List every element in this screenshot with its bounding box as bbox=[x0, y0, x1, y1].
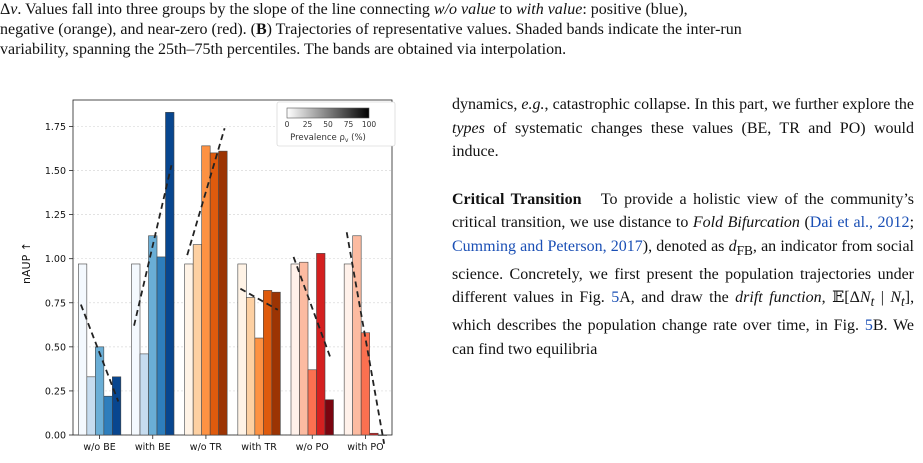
colorbar-legend: 0 25 50 75 100 Prevalence ρv (%) bbox=[276, 101, 396, 147]
paragraph-2: Critical Transition To provide a holisti… bbox=[452, 190, 918, 358]
bar bbox=[131, 263, 141, 436]
paragraph-1: dynamics, e.g., catastrophic collapse. I… bbox=[452, 96, 914, 161]
colorbar-label-sub: v bbox=[345, 137, 349, 144]
bar bbox=[184, 263, 194, 436]
bar bbox=[209, 152, 219, 436]
citation-dai-2012[interactable]: Dai et al., 2012 bbox=[809, 214, 910, 232]
paragraph-gap bbox=[452, 164, 914, 188]
colorbar-tick-label: 50 bbox=[323, 120, 333, 129]
bar bbox=[139, 353, 149, 436]
bar bbox=[95, 346, 105, 436]
caption-line-2: negative (orange), and near-zero (red). … bbox=[0, 21, 742, 38]
x-tick-label: w/o PO bbox=[296, 442, 329, 453]
y-tick-label: 1.25 bbox=[45, 210, 66, 221]
x-tick-label: with BE bbox=[135, 442, 171, 453]
bar bbox=[78, 263, 88, 436]
y-tick-label: 1.50 bbox=[45, 166, 66, 177]
y-axis-label-group: nAUP ↑ bbox=[20, 242, 33, 284]
bar bbox=[254, 337, 264, 436]
bar bbox=[316, 253, 326, 436]
y-tick-label: 0.00 bbox=[45, 431, 66, 442]
bar bbox=[360, 332, 370, 436]
y-axis-label: nAUP ↑ bbox=[20, 242, 33, 284]
caption-line-3: variability, spanning the 25th–75th perc… bbox=[0, 41, 567, 58]
bar bbox=[218, 150, 228, 436]
citation-cumming-2017[interactable]: Cumming and Peterson, 2017 bbox=[452, 237, 643, 255]
bar bbox=[86, 376, 96, 436]
trend-line bbox=[292, 256, 332, 360]
bar bbox=[148, 235, 158, 436]
trend-line bbox=[239, 287, 279, 311]
figure-ref-5b[interactable]: 5 bbox=[864, 317, 873, 335]
trend-line bbox=[80, 304, 120, 402]
bar bbox=[299, 261, 309, 436]
chart-axes: 0.00 0.25 0.50 0.75 1.00 1.25 1.50 1.75 w/o BE wi… bbox=[45, 99, 393, 453]
figure-ref-5a[interactable]: 5 bbox=[611, 289, 620, 307]
plot-frame bbox=[72, 99, 393, 436]
bar bbox=[324, 399, 334, 436]
body-text: dynamics, e.g., catastrophic collapse. I… bbox=[452, 93, 914, 361]
colorbar-tick-label: 100 bbox=[362, 120, 377, 129]
bar bbox=[263, 290, 273, 436]
colorbar-tick-label: 25 bbox=[303, 120, 313, 129]
x-tick-label: w/o BE bbox=[83, 442, 115, 453]
y-tick-label: 1.75 bbox=[45, 122, 66, 133]
caption-line-1: Δv. Values fall into three groups by the… bbox=[0, 1, 688, 18]
bar bbox=[112, 376, 122, 436]
colorbar-label: Prevalence ρv (%) bbox=[290, 133, 366, 144]
trend-line bbox=[133, 165, 173, 326]
bar bbox=[201, 145, 211, 436]
y-tick-label: 1.00 bbox=[45, 254, 66, 265]
x-tick-label: with PO bbox=[347, 442, 383, 453]
figure-caption: Δv. Values fall into three groups by the… bbox=[0, 0, 923, 60]
bar bbox=[165, 112, 175, 436]
bar bbox=[103, 395, 113, 436]
y-tick-label: 0.25 bbox=[45, 386, 66, 397]
y-tick-label: 0.75 bbox=[45, 298, 66, 309]
x-tick-label: w/o TR bbox=[190, 442, 223, 453]
bar bbox=[192, 244, 202, 436]
colorbar-ramp bbox=[286, 107, 370, 119]
y-tick-label: 0.50 bbox=[45, 342, 66, 353]
bar bbox=[246, 297, 256, 436]
bars-layer bbox=[78, 112, 387, 436]
bar bbox=[156, 256, 166, 436]
section-heading: Critical Transition bbox=[452, 190, 582, 208]
colorbar-tick-label: 0 bbox=[285, 120, 290, 129]
x-tick-label: with TR bbox=[241, 442, 277, 453]
trend-lines-layer bbox=[80, 127, 386, 444]
colorbar-label-unit: (%) bbox=[348, 133, 365, 143]
bar bbox=[307, 369, 317, 436]
colorbar-label-main: Prevalence ρ bbox=[290, 133, 345, 143]
bar bbox=[343, 263, 353, 436]
colorbar-tick-label: 75 bbox=[344, 120, 354, 129]
bar bbox=[290, 263, 300, 436]
bar bbox=[369, 432, 379, 436]
trend-line bbox=[345, 232, 386, 444]
bar-chart: nAUP ↑ 0.00 0.25 0.50 0.75 1.00 1.25 1.50 1.75 w… bbox=[20, 99, 396, 453]
bar bbox=[352, 235, 362, 436]
bar bbox=[271, 291, 281, 436]
trend-line bbox=[186, 127, 226, 256]
